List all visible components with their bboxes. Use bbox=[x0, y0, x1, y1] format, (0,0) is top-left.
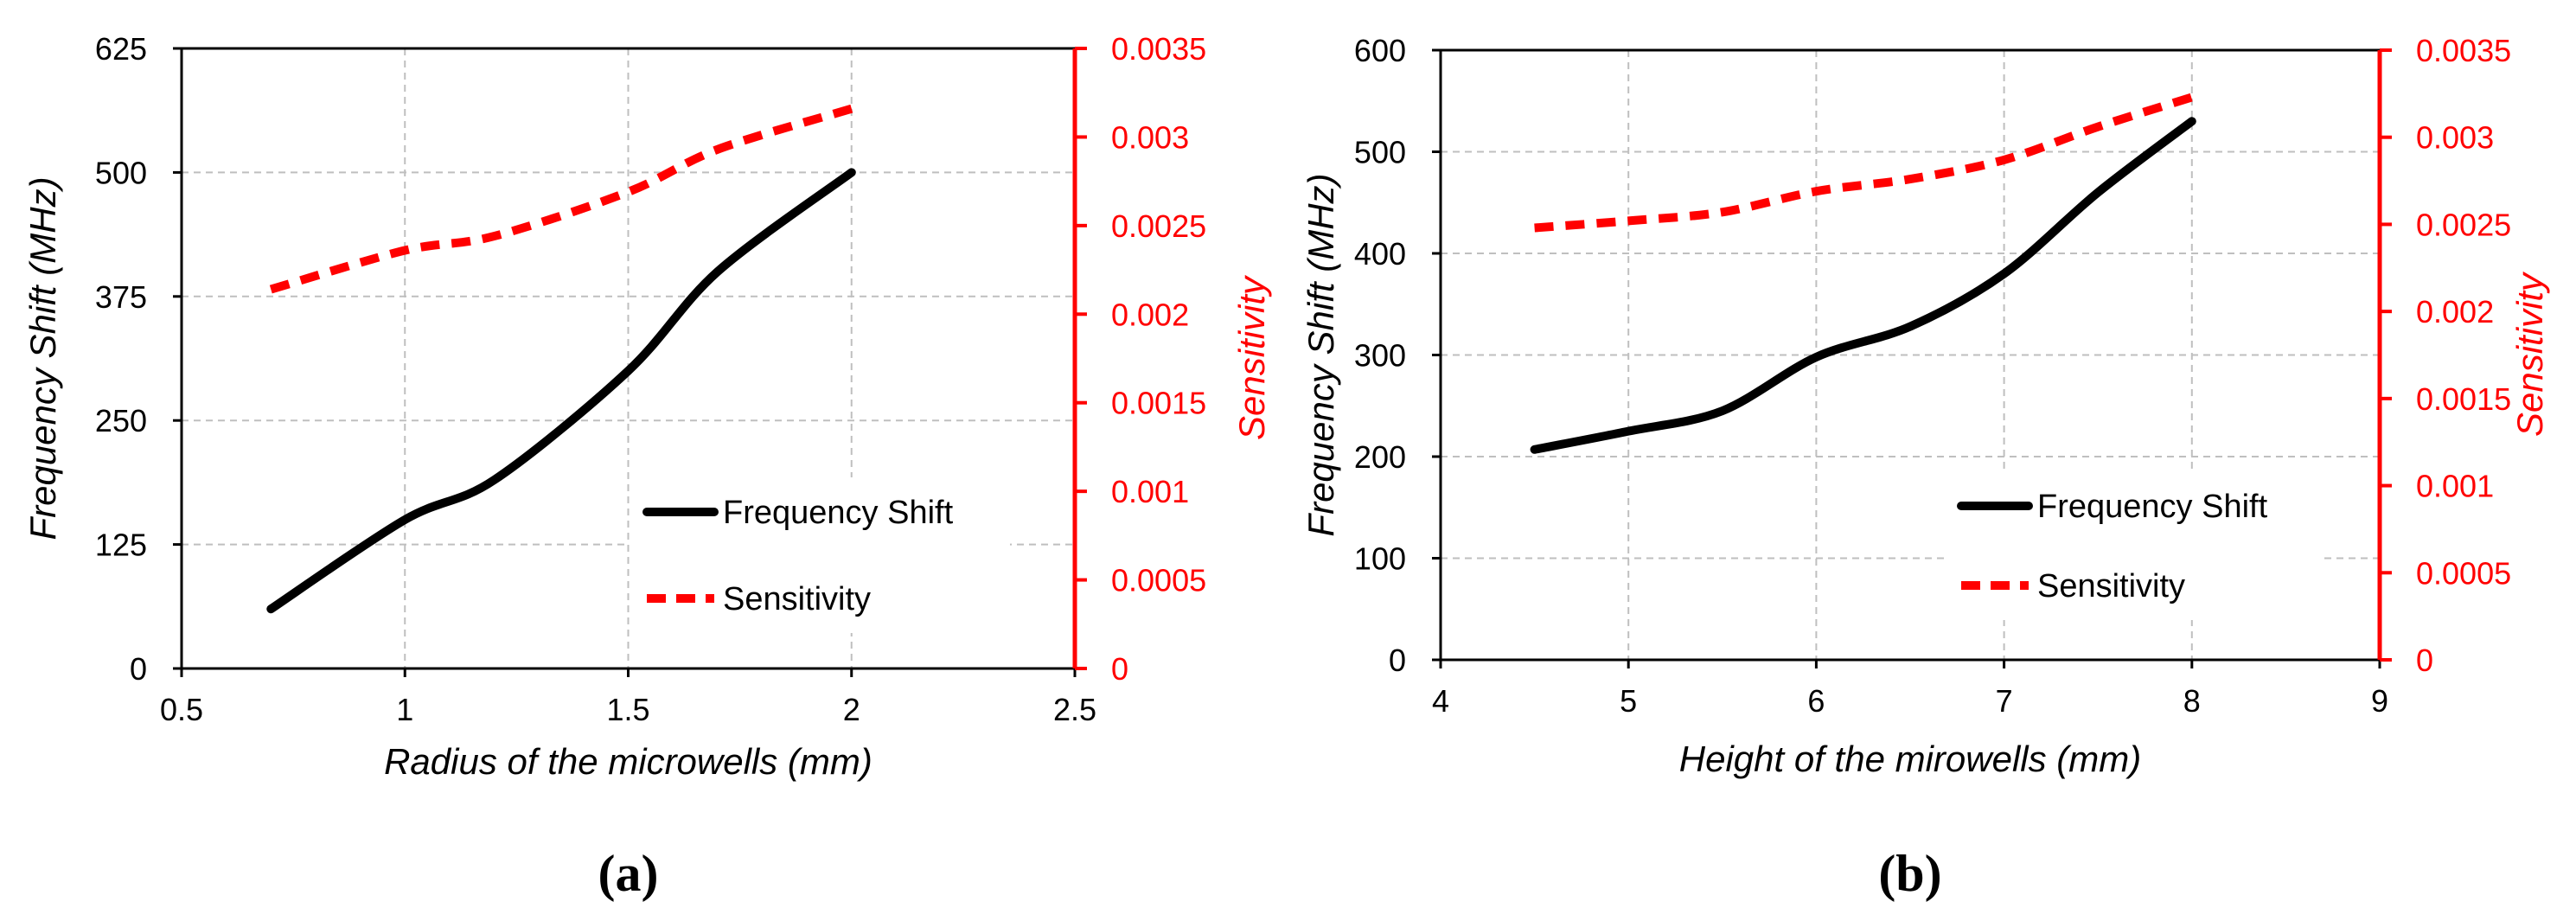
y-tick-label: 400 bbox=[1354, 236, 1406, 272]
y2-tick-label: 0.0015 bbox=[2416, 381, 2511, 417]
legend-label: Sensitivity bbox=[2037, 568, 2185, 604]
legend-label: Sensitivity bbox=[723, 581, 871, 617]
y-tick-label: 600 bbox=[1354, 33, 1406, 68]
legend-label: Frequency Shift bbox=[2037, 489, 2268, 525]
legend-box bbox=[1944, 471, 2324, 620]
series-line-frequency-shift bbox=[1530, 117, 2196, 454]
y-tick-label: 100 bbox=[1354, 541, 1406, 577]
x-tick-label: 2.5 bbox=[1053, 692, 1096, 727]
y-axis-title: Frequency Shift (MHz) bbox=[1301, 173, 1341, 536]
y-tick-label: 375 bbox=[95, 279, 147, 315]
y-axis-title: Frequency Shift (MHz) bbox=[22, 176, 63, 540]
x-tick-label: 1.5 bbox=[606, 692, 649, 727]
y-tick-label: 500 bbox=[95, 155, 147, 190]
y-tick-label: 200 bbox=[1354, 439, 1406, 475]
panel-caption: (a) bbox=[598, 845, 659, 902]
x-tick-label: 0.5 bbox=[160, 692, 203, 727]
y-tick-label: 0 bbox=[130, 651, 147, 687]
y2-tick-label: 0.0015 bbox=[1111, 386, 1206, 421]
x-tick-label: 7 bbox=[1996, 683, 2013, 719]
x-tick-label: 9 bbox=[2371, 683, 2388, 719]
x-axis-title: Radius of the microwells (mm) bbox=[384, 741, 873, 782]
chart-panel-b: 4 5 6 7 8 9010020030040050060000.00050.0010.0… bbox=[1301, 33, 2550, 902]
y2-axis-title: Sensitivity bbox=[2509, 271, 2550, 437]
y-tick-label: 300 bbox=[1354, 338, 1406, 374]
y2-axis-title: Sensitivity bbox=[1231, 274, 1272, 440]
x-tick-label: 6 bbox=[1807, 683, 1825, 719]
y2-tick-label: 0 bbox=[1111, 651, 1128, 687]
y2-tick-label: 0.002 bbox=[1111, 297, 1189, 332]
panel-caption: (b) bbox=[1878, 845, 1941, 902]
series-line-frequency-shift bbox=[266, 168, 856, 614]
y2-tick-label: 0.0035 bbox=[2416, 33, 2511, 68]
y-tick-label: 500 bbox=[1354, 135, 1406, 170]
x-tick-label: 4 bbox=[1432, 683, 1449, 719]
y-tick-label: 0 bbox=[1389, 643, 1406, 678]
y2-tick-label: 0.0035 bbox=[1111, 31, 1206, 67]
legend-label: Frequency Shift bbox=[723, 495, 954, 531]
y-tick-label: 125 bbox=[95, 528, 147, 563]
legend-box bbox=[630, 477, 1010, 633]
y2-tick-label: 0.001 bbox=[1111, 474, 1189, 509]
x-tick-label: 2 bbox=[843, 692, 860, 727]
x-tick-label: 1 bbox=[396, 692, 413, 727]
y2-tick-label: 0 bbox=[2416, 643, 2433, 678]
y2-tick-label: 0.0025 bbox=[2416, 207, 2511, 242]
y2-tick-label: 0.003 bbox=[1111, 119, 1189, 155]
y-tick-label: 625 bbox=[95, 31, 147, 67]
chart-panel-a: 0.5 1 1.5 2 2.5 0 125 250 375 500 625 0 0.0005 0.001 0… bbox=[22, 31, 1272, 902]
x-tick-label: 8 bbox=[2183, 683, 2201, 719]
series-line-sensitivity bbox=[269, 104, 853, 294]
y2-tick-label: 0.001 bbox=[2416, 469, 2494, 504]
y2-tick-label: 0.003 bbox=[2416, 120, 2494, 156]
y2-tick-label: 0.0005 bbox=[1111, 563, 1206, 598]
x-tick-label: 5 bbox=[1620, 683, 1637, 719]
x-axis-title: Height of the mirowells (mm) bbox=[1679, 739, 2141, 779]
y2-tick-label: 0.002 bbox=[2416, 294, 2494, 329]
series-line-sensitivity bbox=[1534, 93, 2194, 233]
y2-tick-label: 0.0005 bbox=[2416, 555, 2511, 591]
y2-tick-label: 0.0025 bbox=[1111, 208, 1206, 244]
y-tick-label: 250 bbox=[95, 403, 147, 438]
